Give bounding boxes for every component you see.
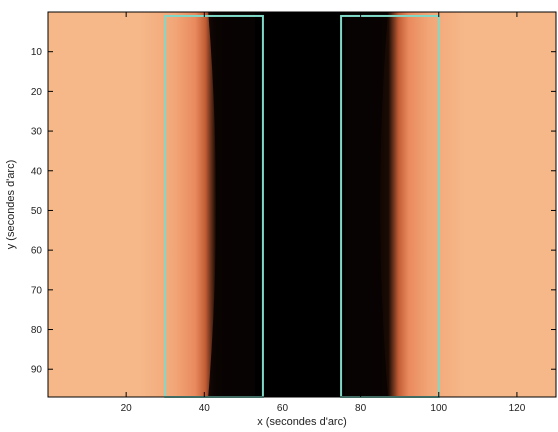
dark-band-left-edge xyxy=(208,12,257,397)
x-tick-label: 80 xyxy=(355,403,367,414)
y-tick-label: 30 xyxy=(31,127,43,138)
x-tick-label: 40 xyxy=(199,403,211,414)
y-tick-label: 90 xyxy=(31,365,43,376)
y-tick-label: 70 xyxy=(31,285,43,296)
y-tick-label: 80 xyxy=(31,325,43,336)
y-tick-label: 50 xyxy=(31,206,43,217)
dark-band-core xyxy=(255,12,345,397)
y-tick-label: 20 xyxy=(31,87,43,98)
plot-frame xyxy=(47,11,557,398)
x-tick-label: 120 xyxy=(509,403,526,414)
y-axis-label: y (secondes d'arc) xyxy=(5,160,17,250)
plot-area xyxy=(48,12,556,397)
dark-band-right-edge xyxy=(343,12,388,397)
x-axis: 20 40 60 80 100 120 xyxy=(121,12,526,414)
y-tick-label: 10 xyxy=(31,47,43,58)
y-tick-label: 60 xyxy=(31,246,43,257)
y-axis: 10 20 30 40 50 60 70 80 90 xyxy=(31,47,556,376)
x-tick-label: 60 xyxy=(277,403,289,414)
x-tick-label: 20 xyxy=(121,403,133,414)
y-tick-label: 40 xyxy=(31,166,43,177)
x-axis-label: x (secondes d'arc) xyxy=(257,416,347,428)
x-tick-label: 100 xyxy=(430,403,447,414)
